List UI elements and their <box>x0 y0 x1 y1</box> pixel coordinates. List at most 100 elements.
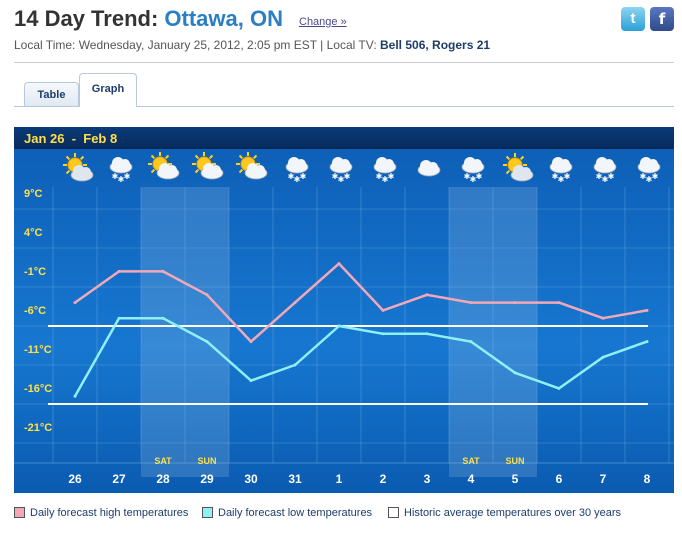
page-title: 14 Day Trend: Ottawa, ON <box>14 6 283 32</box>
high-temperature-line <box>74 262 648 343</box>
snowflake: ✱ <box>118 175 125 184</box>
sun-ray <box>505 155 511 161</box>
y-tick-label: -6°C <box>24 305 46 317</box>
sun-ray <box>505 169 511 175</box>
cloud-puff <box>340 159 350 169</box>
title-prefix: 14 Day Trend: <box>14 6 159 31</box>
high-point <box>425 293 429 297</box>
low-point <box>293 363 297 367</box>
partly-sunny-icon <box>192 152 224 180</box>
snowflake: ✱ <box>552 172 559 181</box>
legend-high-label: Daily forecast high temperatures <box>30 507 189 519</box>
high-point <box>557 301 561 305</box>
y-tick-label: 4°C <box>24 227 43 239</box>
weekend-band-1 <box>449 187 537 477</box>
high-point <box>73 301 77 305</box>
snow-icon: ✱ ✱ ✱ <box>373 157 397 184</box>
snowflake: ✱ <box>476 172 483 181</box>
y-tick-label: -21°C <box>24 422 52 434</box>
x-tick-label: 8 <box>644 472 651 486</box>
snowflake: ✱ <box>300 172 307 181</box>
sun-ray <box>164 154 170 160</box>
x-tick-label: 30 <box>244 472 258 486</box>
partly-sunny-icon <box>236 152 268 180</box>
snow-icon: ✱ ✱ ✱ <box>637 157 661 184</box>
low-point <box>337 324 341 328</box>
x-tick-label: 29 <box>200 472 214 486</box>
snow-icon: ✱ ✱ ✱ <box>549 157 573 184</box>
high-point <box>513 301 517 305</box>
x-tick-label: 4 <box>468 472 475 486</box>
snowflake: ✱ <box>602 175 609 184</box>
tab-graph[interactable]: Graph <box>79 73 137 107</box>
cloud-puff <box>648 159 658 169</box>
change-location-link[interactable]: Change » <box>299 16 347 28</box>
low-point <box>73 394 77 398</box>
sun-ray <box>79 155 85 161</box>
high-point <box>601 316 605 320</box>
sun-ray <box>252 154 258 160</box>
low-point <box>161 316 165 320</box>
low-point <box>205 340 209 344</box>
sun-ray <box>238 154 244 160</box>
sun-ray <box>150 154 156 160</box>
twitter-icon[interactable]: t <box>621 7 645 31</box>
snowflake: ✱ <box>338 175 345 184</box>
x-tick-label: 31 <box>288 472 302 486</box>
high-point <box>337 262 341 266</box>
cloud-puff <box>296 159 306 169</box>
y-tick-label: -11°C <box>24 344 52 356</box>
snowflake: ✱ <box>124 172 131 181</box>
legend-low: Daily forecast low temperatures <box>202 507 372 519</box>
high-point <box>161 269 165 273</box>
weekend-label: SUN <box>197 456 216 466</box>
low-temperature-line <box>73 316 648 397</box>
legend-historic-swatch <box>388 507 399 518</box>
facebook-icon[interactable]: f <box>650 7 674 31</box>
cloud-puff <box>255 165 265 175</box>
x-tick-label: 3 <box>424 472 431 486</box>
snow-icon: ✱ ✱ ✱ <box>285 157 309 184</box>
y-tick-label: 9°C <box>24 188 43 200</box>
partly-sunny-icon <box>148 152 180 180</box>
sun-ray <box>519 155 525 161</box>
chart-title: Jan 26 - Feb 8 <box>24 131 117 146</box>
high-point <box>205 293 209 297</box>
y-tick-label: -1°C <box>24 266 46 278</box>
snowflake: ✱ <box>294 175 301 184</box>
cloud-puff <box>120 159 130 169</box>
sun-ray <box>65 155 71 161</box>
cloud-puff <box>560 159 570 169</box>
high-point <box>381 308 385 312</box>
sun-ray <box>194 154 200 160</box>
local-tv-channels[interactable]: Bell 506, Rogers 21 <box>380 38 491 52</box>
chart-background <box>14 127 674 493</box>
sun-ray <box>65 169 71 175</box>
weekend-label: SAT <box>154 456 172 466</box>
low-point <box>469 340 473 344</box>
snowflake: ✱ <box>564 172 571 181</box>
x-tick-label: 7 <box>600 472 607 486</box>
low-point <box>249 379 253 383</box>
high-point <box>117 269 121 273</box>
high-point <box>645 308 649 312</box>
tab-table[interactable]: Table <box>24 82 79 107</box>
sunny-cloudy-icon <box>503 153 534 182</box>
snow-icon: ✱ ✱ ✱ <box>329 157 353 184</box>
weekend-label: SUN <box>505 456 524 466</box>
low-point <box>513 371 517 375</box>
cloud-puff <box>167 165 177 175</box>
x-tick-label: 2 <box>380 472 387 486</box>
cloud-puff <box>81 167 91 177</box>
snowflake: ✱ <box>640 172 647 181</box>
snowflake: ✱ <box>288 172 295 181</box>
cloudy-icon <box>417 160 441 177</box>
snowflake: ✱ <box>464 172 471 181</box>
high-point <box>249 340 253 344</box>
low-point <box>557 386 561 390</box>
snowflake: ✱ <box>608 172 615 181</box>
snowflake: ✱ <box>596 172 603 181</box>
snowflake: ✱ <box>382 175 389 184</box>
low-point <box>117 316 121 320</box>
header-divider <box>14 62 674 63</box>
